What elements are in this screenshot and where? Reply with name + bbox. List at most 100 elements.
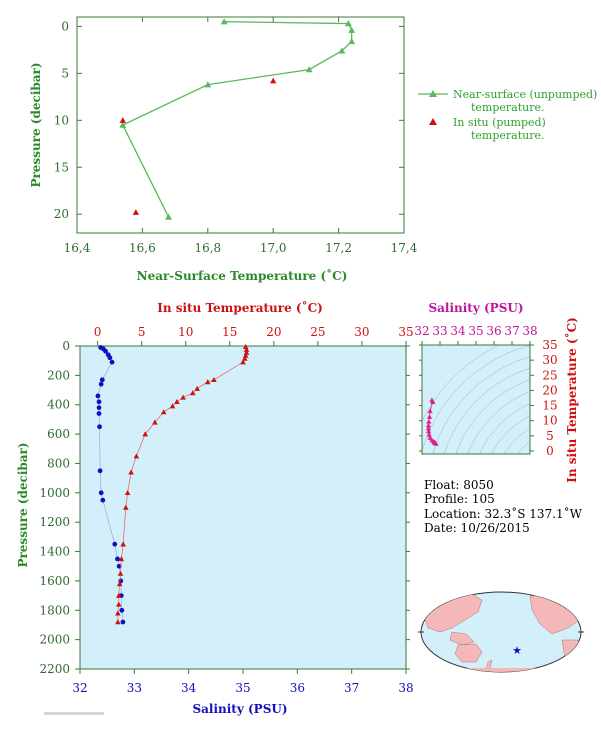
pressure-tick-label: 1200 xyxy=(39,515,70,529)
ts-x-tick-label: 32 xyxy=(414,324,429,338)
land-australia xyxy=(454,643,483,663)
ts-x-tick-label: 35 xyxy=(468,324,483,338)
profile-background xyxy=(80,346,406,669)
temperature-point xyxy=(189,390,196,396)
temperature-point xyxy=(243,346,250,352)
ts-x-tick-label: 38 xyxy=(522,324,537,338)
ts-point xyxy=(430,399,436,405)
temperature-point xyxy=(118,556,125,562)
ts-point xyxy=(433,441,439,446)
temperature-tick-label: 25 xyxy=(310,325,325,339)
salinity-tick-label: 34 xyxy=(181,681,197,695)
temperature-point xyxy=(117,570,124,576)
salinity-point xyxy=(97,424,102,430)
ts-y-tick-label: 25 xyxy=(542,368,557,382)
pressure-tick-label: 0 xyxy=(62,339,70,353)
ts-x-tick-label: 37 xyxy=(504,324,519,338)
pressure-tick-label: 2200 xyxy=(39,662,70,676)
surface-temperature-point xyxy=(119,121,127,128)
temperature-point xyxy=(116,581,123,587)
temperature-point xyxy=(115,610,121,616)
salinity-tick-label: 37 xyxy=(344,681,359,695)
salinity-point xyxy=(97,468,103,474)
legend-insitu-marker xyxy=(429,118,437,125)
ts-point xyxy=(427,408,433,414)
salinity-point xyxy=(98,490,104,496)
pressure-tick-label: 1000 xyxy=(39,486,70,500)
ts-y-tick-label: 20 xyxy=(542,383,557,397)
profile-panel: 0 5 10 15 20 25 30 35 32 33 34 35 36 37 38 0 200 400 600… xyxy=(16,300,414,716)
salinity-point xyxy=(103,348,108,354)
surface-temperature-point xyxy=(204,81,212,88)
legend-surface-label-1: Near-surface (unpumped) xyxy=(453,88,597,101)
temperature-point xyxy=(128,469,134,475)
top-y-axis-label: Pressure (decibar) xyxy=(29,62,43,187)
legend-surface-label-2: temperature. xyxy=(471,101,545,114)
temperature-point xyxy=(242,343,249,349)
location-text: Location: 32.3˚S 137.1˚W xyxy=(424,506,583,521)
footer-tag xyxy=(44,712,104,715)
ts-title: Salinity (PSU) xyxy=(428,301,523,315)
top-y-tick-label: 15 xyxy=(54,160,69,174)
top-x-tick-label: 17,0 xyxy=(260,241,287,255)
surface-temperature-point xyxy=(305,66,313,73)
salinity-tick-label: 32 xyxy=(72,681,87,695)
surface-temperature-point xyxy=(345,20,352,27)
pressure-axis-label: Pressure (decibar) xyxy=(16,442,30,567)
ts-contour xyxy=(526,450,601,538)
temperature-point xyxy=(115,592,122,598)
top-plot-frame xyxy=(76,16,405,234)
pressure-tick-label: 1600 xyxy=(39,574,70,588)
top-x-tick-label: 16,6 xyxy=(129,241,156,255)
temperature-point xyxy=(142,431,148,437)
temperature-axis-label: In situ Temperature (˚C) xyxy=(157,300,323,315)
legend-insitu-label-2: temperature. xyxy=(471,129,545,142)
temperature-point xyxy=(115,601,122,607)
temperature-tick-label: 30 xyxy=(354,325,369,339)
salinity-tick-label: 33 xyxy=(127,681,142,695)
salinity-point xyxy=(109,359,115,365)
temperature-point xyxy=(240,359,246,365)
temperature-point xyxy=(115,619,121,625)
ts-y-tick-label: 30 xyxy=(542,353,557,367)
pressure-tick-label: 2000 xyxy=(39,633,70,647)
insitu-temperature-point xyxy=(119,117,126,123)
pressure-tick-label: 1400 xyxy=(39,545,70,559)
legend-surface-marker xyxy=(429,90,437,97)
float-info: Float: 8050 Profile: 105 Location: 32.3˚… xyxy=(424,478,583,535)
float-location-star-icon: ★ xyxy=(512,644,522,657)
temperature-tick-label: 35 xyxy=(398,325,413,339)
ts-y-axis-label: In situ Temperature (˚C) xyxy=(564,317,579,483)
temperature-tick-label: 10 xyxy=(178,325,193,339)
salinity-point xyxy=(100,497,106,503)
ts-y-tick-label: 15 xyxy=(542,399,557,413)
salinity-tick-label: 38 xyxy=(398,681,413,695)
pressure-tick-label: 400 xyxy=(47,398,70,412)
temperature-point xyxy=(174,398,180,405)
salinity-point xyxy=(107,355,113,361)
pressure-tick-label: 1800 xyxy=(39,603,70,617)
ts-x-tick-label: 33 xyxy=(432,324,447,338)
salinity-point xyxy=(98,381,104,387)
ts-x-tick-label: 36 xyxy=(486,324,501,338)
ts-point xyxy=(426,414,433,419)
ts-point xyxy=(426,428,432,434)
legend-insitu-label-1: In situ (pumped) xyxy=(453,116,546,129)
temperature-ticks: 0 5 10 15 20 25 30 35 xyxy=(94,325,414,346)
salinity-point xyxy=(115,556,120,562)
temperature-tick-label: 0 xyxy=(94,325,102,339)
temperature-tick-label: 20 xyxy=(266,325,281,339)
date-text: Date: 10/26/2015 xyxy=(424,521,530,535)
ts-y-tick-label: 10 xyxy=(542,414,557,428)
top-y-tick-label: 10 xyxy=(54,113,69,127)
temperature-point xyxy=(180,394,186,400)
ts-point xyxy=(425,425,432,431)
top-series xyxy=(119,18,356,220)
insitu-temperature-point xyxy=(132,209,140,215)
insitu-temperature-point xyxy=(270,77,277,84)
temperature-point xyxy=(152,419,158,425)
salinity-point xyxy=(116,563,122,569)
salinity-point xyxy=(120,619,126,625)
temperature-point xyxy=(160,409,167,415)
